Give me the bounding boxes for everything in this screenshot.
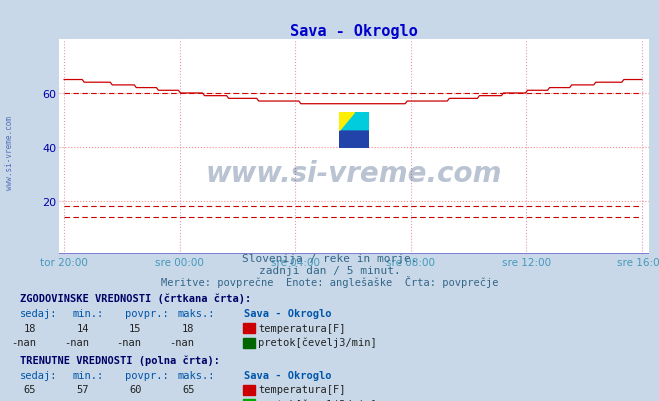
Text: Sava - Okroglo: Sava - Okroglo bbox=[244, 370, 331, 380]
Text: maks.:: maks.: bbox=[178, 370, 215, 380]
Polygon shape bbox=[339, 112, 355, 130]
Text: -nan: -nan bbox=[169, 399, 194, 401]
Text: 65: 65 bbox=[24, 384, 36, 394]
Text: 57: 57 bbox=[76, 384, 89, 394]
Text: www.si-vreme.com: www.si-vreme.com bbox=[206, 159, 502, 187]
Polygon shape bbox=[339, 112, 369, 130]
Text: 65: 65 bbox=[182, 384, 194, 394]
Text: min.:: min.: bbox=[72, 308, 103, 318]
Text: -nan: -nan bbox=[64, 399, 89, 401]
Text: 18: 18 bbox=[182, 323, 194, 333]
Text: -nan: -nan bbox=[117, 337, 142, 347]
Text: -nan: -nan bbox=[169, 337, 194, 347]
Text: min.:: min.: bbox=[72, 370, 103, 380]
Text: -nan: -nan bbox=[64, 337, 89, 347]
Text: pretok[čevelj3/min]: pretok[čevelj3/min] bbox=[258, 337, 377, 347]
Text: sedaj:: sedaj: bbox=[20, 370, 57, 380]
Text: 14: 14 bbox=[76, 323, 89, 333]
Text: www.si-vreme.com: www.si-vreme.com bbox=[5, 115, 14, 189]
Text: -nan: -nan bbox=[11, 337, 36, 347]
Text: Slovenija / reke in morje.: Slovenija / reke in morje. bbox=[242, 253, 417, 263]
Text: temperatura[F]: temperatura[F] bbox=[258, 384, 346, 394]
Title: Sava - Okroglo: Sava - Okroglo bbox=[291, 24, 418, 39]
Text: zadnji dan / 5 minut.: zadnji dan / 5 minut. bbox=[258, 265, 401, 275]
Text: TRENUTNE VREDNOSTI (polna črta):: TRENUTNE VREDNOSTI (polna črta): bbox=[20, 354, 219, 365]
Text: sedaj:: sedaj: bbox=[20, 308, 57, 318]
Text: -nan: -nan bbox=[117, 399, 142, 401]
Text: -nan: -nan bbox=[11, 399, 36, 401]
Text: 15: 15 bbox=[129, 323, 142, 333]
Text: povpr.:: povpr.: bbox=[125, 308, 169, 318]
Polygon shape bbox=[339, 112, 369, 148]
Text: Sava - Okroglo: Sava - Okroglo bbox=[244, 308, 331, 318]
Polygon shape bbox=[339, 112, 355, 130]
Text: Meritve: povprečne  Enote: anglešaške  Črta: povprečje: Meritve: povprečne Enote: anglešaške Črt… bbox=[161, 275, 498, 288]
Text: maks.:: maks.: bbox=[178, 308, 215, 318]
Text: temperatura[F]: temperatura[F] bbox=[258, 323, 346, 333]
Text: 60: 60 bbox=[129, 384, 142, 394]
Text: 18: 18 bbox=[24, 323, 36, 333]
Polygon shape bbox=[339, 112, 355, 130]
Text: ZGODOVINSKE VREDNOSTI (črtkana črta):: ZGODOVINSKE VREDNOSTI (črtkana črta): bbox=[20, 293, 251, 304]
Text: povpr.:: povpr.: bbox=[125, 370, 169, 380]
Text: pretok[čevelj3/min]: pretok[čevelj3/min] bbox=[258, 398, 377, 401]
